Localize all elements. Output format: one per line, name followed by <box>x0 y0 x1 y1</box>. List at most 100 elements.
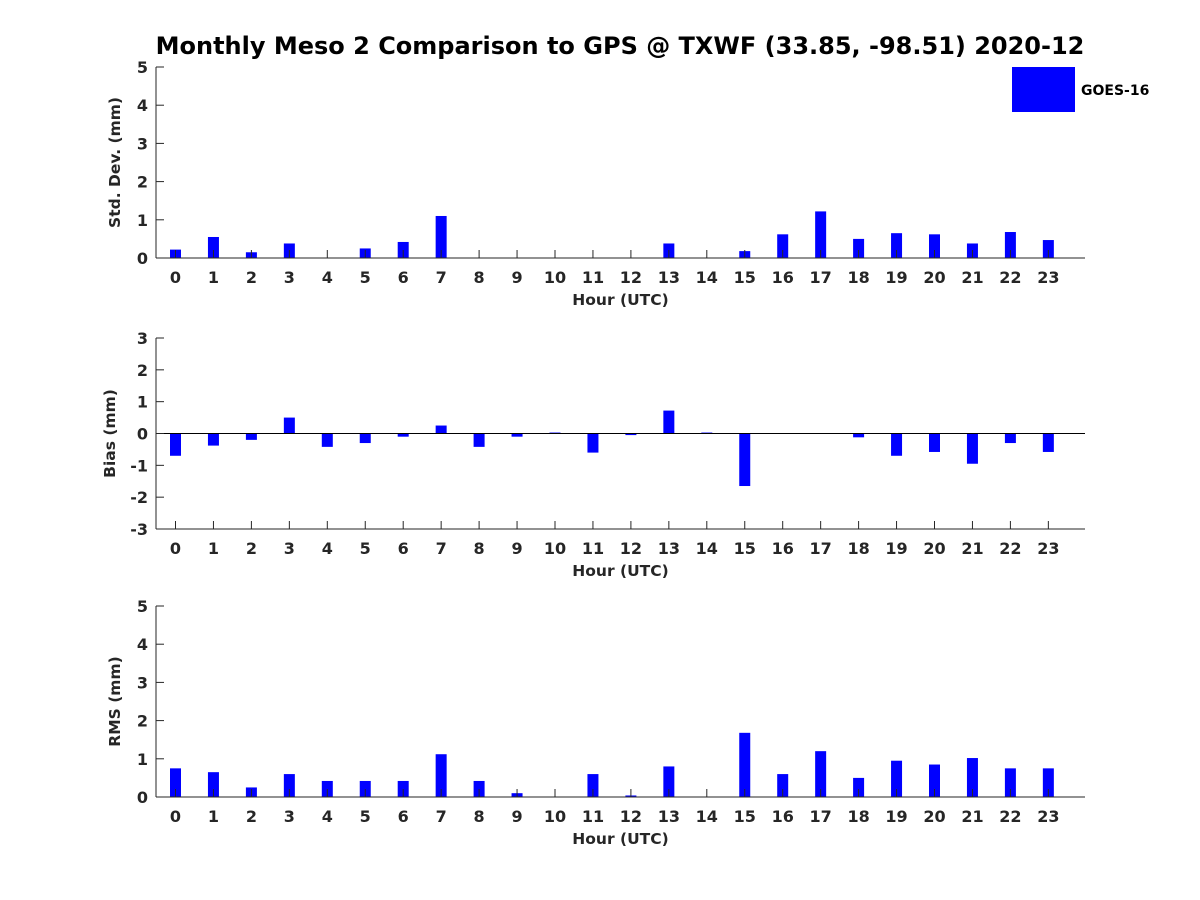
bar-hour-7 <box>435 754 447 797</box>
x-tick-label: 15 <box>734 268 756 287</box>
bar-hour-1 <box>207 433 219 446</box>
x-tick-label: 23 <box>1037 807 1059 826</box>
x-tick-label: 2 <box>246 539 257 558</box>
bar-hour-8 <box>473 433 485 447</box>
y-tick-label: -2 <box>130 488 148 507</box>
x-axis-label: Hour (UTC) <box>572 291 668 309</box>
x-tick-label: 14 <box>696 807 718 826</box>
bar-hour-6 <box>397 780 409 797</box>
x-tick-label: 10 <box>544 807 566 826</box>
bar-hour-0 <box>170 768 181 797</box>
x-tick-label: 11 <box>582 539 604 558</box>
y-tick-label: 0 <box>137 788 148 807</box>
x-tick-label: 23 <box>1037 539 1059 558</box>
y-tick-label: 3 <box>137 329 148 348</box>
x-tick-label: 18 <box>847 268 869 287</box>
x-tick-label: 7 <box>436 268 447 287</box>
x-tick-label: 18 <box>847 807 869 826</box>
bar-hour-18 <box>853 238 865 258</box>
x-tick-label: 20 <box>923 268 945 287</box>
bar-hour-4 <box>321 433 333 447</box>
x-tick-label: 14 <box>696 539 718 558</box>
x-tick-label: 22 <box>999 539 1021 558</box>
x-tick-label: 21 <box>961 268 983 287</box>
legend: GOES-16 <box>1012 67 1149 112</box>
x-tick-label: 5 <box>360 539 371 558</box>
x-tick-label: 13 <box>658 539 680 558</box>
x-tick-label: 16 <box>772 268 794 287</box>
x-tick-label: 0 <box>170 268 181 287</box>
x-tick-label: 12 <box>620 539 642 558</box>
x-tick-label: 17 <box>810 807 832 826</box>
x-tick-label: 21 <box>961 807 983 826</box>
x-tick-label: 1 <box>208 268 219 287</box>
bar-hour-23 <box>1042 433 1054 452</box>
x-tick-label: 7 <box>436 539 447 558</box>
x-tick-label: 7 <box>436 807 447 826</box>
y-tick-label: 3 <box>137 134 148 153</box>
bar-hour-9 <box>511 433 523 437</box>
bar-hour-17 <box>815 211 827 258</box>
bar-hour-20 <box>929 764 940 797</box>
y-tick-label: 1 <box>137 211 148 230</box>
x-tick-label: 8 <box>474 539 485 558</box>
x-tick-label: 1 <box>208 539 219 558</box>
x-tick-label: 10 <box>544 539 566 558</box>
x-tick-label: 9 <box>511 539 522 558</box>
bar-hour-19 <box>891 433 903 456</box>
y-tick-label: 1 <box>137 393 148 412</box>
bar-hour-13 <box>663 766 675 797</box>
x-tick-label: 2 <box>246 807 257 826</box>
bar-hour-7 <box>435 425 447 434</box>
legend-swatch <box>1012 67 1075 112</box>
x-tick-label: 20 <box>923 539 945 558</box>
y-axis-label: Std. Dev. (mm) <box>106 97 124 228</box>
y-tick-label: 4 <box>137 96 148 115</box>
bar-hour-7 <box>435 215 447 258</box>
x-tick-label: 2 <box>246 268 257 287</box>
bar-hour-18 <box>853 433 865 438</box>
y-tick-label: 2 <box>137 173 148 192</box>
x-tick-label: 15 <box>734 539 756 558</box>
x-tick-label: 4 <box>322 539 333 558</box>
x-tick-label: 0 <box>170 539 181 558</box>
x-tick-label: 11 <box>582 268 604 287</box>
x-tick-label: 16 <box>772 807 794 826</box>
y-tick-label: 5 <box>137 58 148 77</box>
x-tick-label: 8 <box>474 807 485 826</box>
bar-hour-20 <box>929 433 940 452</box>
bar-hour-19 <box>891 233 903 258</box>
y-axis-label: RMS (mm) <box>106 656 124 746</box>
bar-hour-3 <box>283 417 295 434</box>
bar-hour-4 <box>321 780 333 797</box>
legend-label: GOES-16 <box>1081 83 1149 99</box>
y-tick-label: 2 <box>137 361 148 380</box>
y-axis-label: Bias (mm) <box>101 389 119 478</box>
bar-hour-16 <box>777 234 789 258</box>
bar-hour-5 <box>359 780 371 797</box>
x-tick-label: 11 <box>582 807 604 826</box>
x-tick-label: 10 <box>544 268 566 287</box>
x-tick-label: 19 <box>885 268 907 287</box>
bar-hour-6 <box>397 433 409 437</box>
bar-hour-3 <box>283 774 295 797</box>
x-tick-label: 4 <box>322 807 333 826</box>
bar-hour-16 <box>777 774 789 797</box>
y-tick-label: 5 <box>137 597 148 616</box>
x-tick-label: 15 <box>734 807 756 826</box>
bar-hour-5 <box>359 433 371 444</box>
bar-hour-23 <box>1042 768 1054 797</box>
x-tick-label: 20 <box>923 807 945 826</box>
bar-hour-15 <box>739 732 751 797</box>
chart-title: Monthly Meso 2 Comparison to GPS @ TXWF … <box>156 32 1085 60</box>
x-tick-label: 18 <box>847 539 869 558</box>
x-tick-label: 1 <box>208 807 219 826</box>
bar-hour-20 <box>929 234 940 258</box>
x-tick-label: 13 <box>658 268 680 287</box>
x-tick-label: 14 <box>696 268 718 287</box>
x-tick-label: 17 <box>810 268 832 287</box>
